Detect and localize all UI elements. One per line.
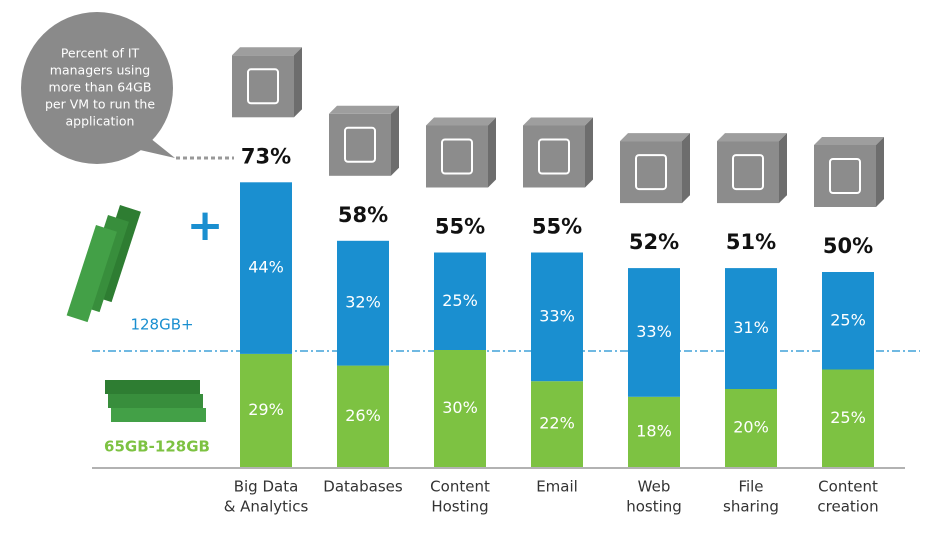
cube-glyph	[732, 154, 764, 191]
x-tick-label: creation	[817, 498, 878, 516]
x-tick-label: File	[738, 478, 763, 496]
x-tick-label: Email	[536, 478, 578, 496]
cube-glyph	[538, 138, 570, 175]
callout-text: application	[66, 114, 135, 129]
bar-segment	[531, 381, 583, 467]
bar-segment	[725, 268, 777, 389]
x-tick-label: Web	[638, 478, 671, 496]
category-icon	[232, 47, 302, 118]
legend-label: 65GB-128GB	[104, 438, 210, 456]
bar-segment	[531, 252, 583, 382]
category-icon	[329, 105, 399, 176]
segment-label: 33%	[539, 306, 575, 325]
plus-sign: +	[187, 200, 224, 251]
cube-glyph	[344, 126, 376, 163]
category-icon	[523, 117, 593, 188]
total-label: 73%	[241, 144, 291, 168]
category-icon	[426, 117, 496, 188]
segment-label: 25%	[830, 310, 866, 329]
cube-side	[488, 117, 496, 188]
bar-segment	[434, 252, 486, 350]
cube-top	[232, 47, 302, 56]
cube-front	[523, 125, 585, 188]
total-label: 52%	[629, 230, 679, 254]
bar-segment	[628, 268, 680, 397]
callout-text: Percent of IT	[61, 46, 140, 61]
bar-segment	[434, 350, 486, 467]
segment-label: 32%	[345, 293, 381, 312]
total-label: 50%	[823, 234, 873, 258]
cube-front	[717, 141, 779, 204]
cube-glyph	[829, 158, 861, 194]
memory-icon-small	[105, 380, 206, 422]
cube-side	[876, 137, 884, 207]
callout-text: more than 64GB	[49, 80, 152, 95]
category-icon	[620, 133, 690, 204]
segment-label: 44%	[248, 258, 284, 277]
x-tick-label: Content	[430, 478, 490, 496]
cube-front	[814, 145, 876, 207]
bar-segment	[240, 182, 292, 354]
cube-side	[682, 133, 690, 204]
x-tick-label: & Analytics	[224, 498, 309, 516]
cube-top	[426, 117, 496, 126]
cube-top	[329, 105, 399, 114]
cube-side	[294, 47, 302, 118]
segment-label: 25%	[830, 408, 866, 427]
segment-label: 22%	[539, 414, 575, 433]
cube-top	[814, 137, 884, 145]
x-tick-label: Hosting	[431, 498, 488, 516]
category-icon	[814, 137, 884, 207]
bar-segment	[822, 369, 874, 467]
total-label: 58%	[338, 203, 388, 227]
callout-bubble	[21, 12, 173, 164]
x-tick-label: Content	[818, 478, 878, 496]
cube-glyph	[441, 138, 473, 175]
callout-tail	[140, 138, 175, 158]
x-tick-label: sharing	[723, 498, 779, 516]
x-tick-label: hosting	[626, 498, 682, 516]
segment-label: 18%	[636, 421, 672, 440]
cube-front	[620, 141, 682, 204]
segment-label: 25%	[442, 291, 478, 310]
x-tick-label: Databases	[323, 478, 403, 496]
legend-label: 128GB+	[130, 316, 193, 334]
callout-text: managers using	[50, 63, 150, 78]
bar-segment	[337, 365, 389, 467]
segment-label: 20%	[733, 418, 769, 437]
cube-glyph	[247, 68, 279, 105]
cube-side	[779, 133, 787, 204]
cube-front	[329, 113, 391, 176]
segment-label: 31%	[733, 318, 769, 337]
bar-segment	[240, 353, 292, 467]
bar-segment	[822, 272, 874, 370]
cube-glyph	[635, 154, 667, 191]
bar-segment	[725, 389, 777, 467]
segment-label: 33%	[636, 322, 672, 341]
total-label: 55%	[532, 215, 582, 239]
bar-segment	[337, 240, 389, 366]
x-tick-label: Big Data	[234, 478, 299, 496]
memory-icon-large	[66, 205, 141, 323]
category-icon	[717, 133, 787, 204]
cube-top	[717, 133, 787, 142]
total-label: 55%	[435, 215, 485, 239]
cube-side	[391, 105, 399, 176]
cube-front	[426, 125, 488, 188]
cube-side	[585, 117, 593, 188]
total-label: 51%	[726, 230, 776, 254]
cube-top	[620, 133, 690, 142]
cube-front	[232, 55, 294, 118]
segment-label: 26%	[345, 406, 381, 425]
segment-label: 30%	[442, 398, 478, 417]
segment-label: 29%	[248, 400, 284, 419]
bar-segment	[628, 396, 680, 467]
cube-top	[523, 117, 593, 126]
callout-text: per VM to run the	[45, 97, 155, 112]
